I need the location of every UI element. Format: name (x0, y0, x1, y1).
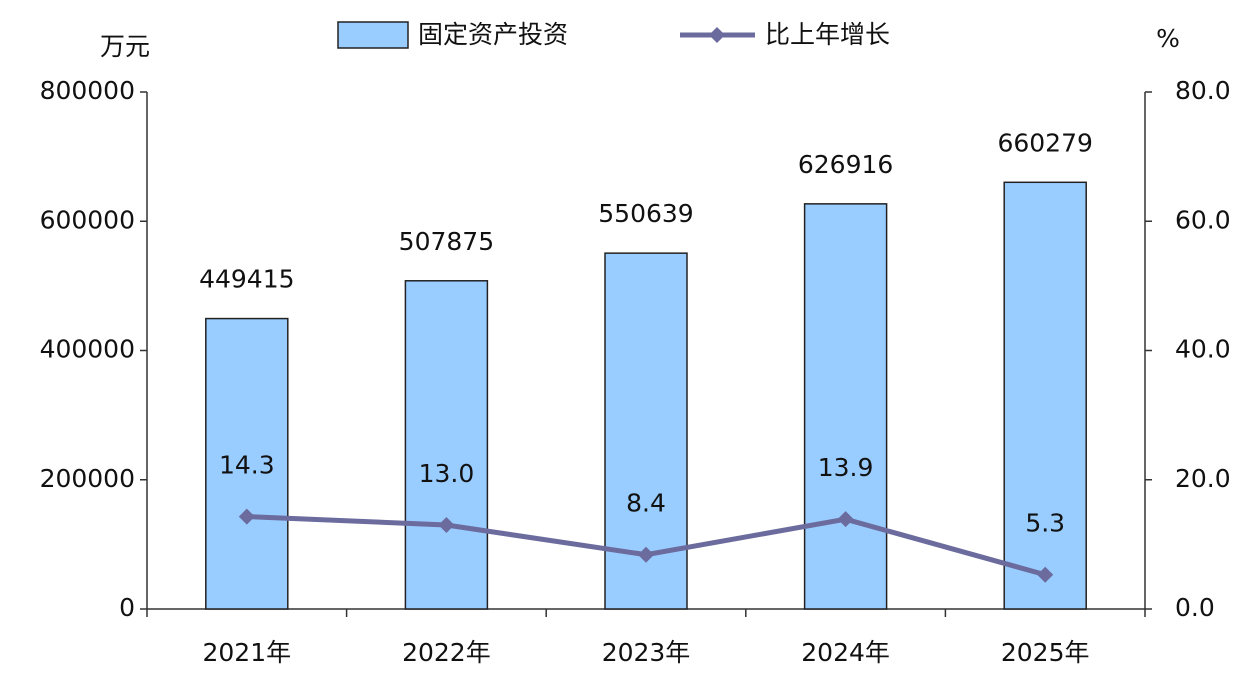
line-marker (837, 511, 854, 528)
line-value-label: 13.9 (818, 453, 874, 482)
line-marker (1037, 566, 1054, 583)
bar-value-label: 449415 (199, 265, 294, 294)
line-marker (638, 546, 654, 563)
y-tick-label: 0 (119, 593, 135, 622)
y-tick-label: 400000 (40, 335, 135, 364)
y2-tick-label: 40.0 (1175, 335, 1231, 364)
line-value-label: 8.4 (626, 489, 666, 518)
bar (1003, 181, 1087, 610)
y2-tick-label: 20.0 (1175, 464, 1231, 493)
bar-value-label: 626916 (798, 150, 893, 179)
line-value-label: 14.3 (219, 451, 275, 480)
y2-tick-label: 60.0 (1175, 205, 1231, 234)
x-tick-label: 2025年 (1001, 638, 1090, 667)
y-tick-label: 200000 (40, 464, 135, 493)
y2-tick-label: 0.0 (1175, 593, 1215, 622)
y2-axis-label: % (1156, 24, 1180, 53)
bar (404, 280, 489, 610)
bar-value-label: 660279 (997, 128, 1092, 157)
legend-marker (709, 27, 725, 43)
bar (205, 317, 289, 610)
line-marker (438, 516, 455, 533)
x-tick-label: 2023年 (602, 638, 691, 667)
x-tick-label: 2022年 (402, 638, 491, 667)
x-tick-label: 2024年 (801, 638, 890, 667)
legend-swatch (337, 21, 409, 49)
line-value-label: 5.3 (1025, 509, 1065, 538)
bar (803, 203, 888, 610)
legend-label: 固定资产投资 (418, 20, 568, 49)
y-tick-label: 800000 (40, 76, 135, 105)
line-marker (238, 508, 255, 525)
legend-label: 比上年增长 (765, 20, 890, 49)
bar-value-label: 550639 (598, 199, 693, 228)
y2-tick-label: 80.0 (1175, 76, 1231, 105)
y-axis-label: 万元 (100, 32, 150, 61)
x-tick-label: 2021年 (202, 638, 291, 667)
line-value-label: 13.0 (419, 459, 475, 488)
bar-value-label: 507875 (399, 227, 494, 256)
y-tick-label: 600000 (40, 205, 135, 234)
